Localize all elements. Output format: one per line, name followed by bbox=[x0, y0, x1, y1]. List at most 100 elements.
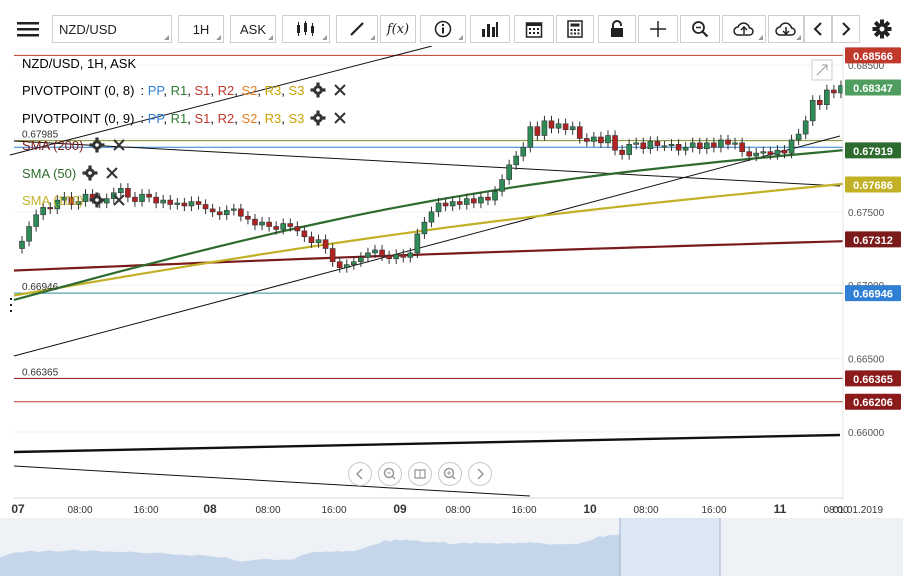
candle-body bbox=[280, 223, 287, 230]
close-icon[interactable] bbox=[111, 192, 127, 208]
fullscreen-button[interactable] bbox=[811, 59, 833, 81]
menu-button[interactable] bbox=[8, 15, 48, 43]
candle-body bbox=[478, 196, 484, 204]
arrow-right-button[interactable] bbox=[468, 462, 492, 486]
arrow-left-button[interactable] bbox=[348, 462, 372, 486]
symbol-select[interactable]: NZD/USD bbox=[52, 15, 172, 43]
gear-icon[interactable] bbox=[89, 137, 105, 153]
calculator-button[interactable] bbox=[556, 15, 594, 43]
lock-button[interactable] bbox=[598, 15, 636, 43]
zoom-out-icon bbox=[383, 467, 396, 480]
time-tick-label: 08:00 bbox=[67, 505, 92, 516]
indicators-button[interactable] bbox=[470, 15, 510, 43]
candle-body bbox=[598, 136, 604, 144]
candle-body bbox=[195, 201, 202, 205]
pivot-level-s3: S3 bbox=[288, 82, 305, 98]
draw-button[interactable] bbox=[336, 15, 378, 43]
legend-sma-200: SMA (200) bbox=[22, 137, 127, 153]
pivot-level-s2: S2 bbox=[241, 82, 258, 98]
gear-icon[interactable] bbox=[310, 82, 326, 98]
arrow-right-icon bbox=[842, 22, 851, 36]
fit-icon bbox=[414, 469, 426, 479]
price-side-select[interactable]: ASK bbox=[230, 15, 276, 43]
candle-body bbox=[675, 144, 682, 151]
candle-body bbox=[506, 164, 512, 180]
candle-body bbox=[351, 261, 357, 265]
candle-body bbox=[372, 249, 378, 254]
crosshair-button[interactable] bbox=[638, 15, 678, 43]
pivot-2-label: PIVOTPOINT (0, 9) bbox=[22, 110, 135, 126]
price-tick-label: 0.66000 bbox=[848, 428, 885, 439]
zoom-in-button[interactable] bbox=[438, 462, 462, 486]
candle-body bbox=[548, 120, 555, 129]
function-button[interactable]: f(x) bbox=[380, 15, 416, 43]
price-tick-label: 0.67500 bbox=[848, 208, 885, 219]
candle-body bbox=[718, 139, 724, 148]
price-tag bbox=[845, 370, 901, 387]
candle-body bbox=[816, 99, 823, 106]
legend-sma-100: SMA (100) bbox=[22, 192, 127, 208]
price-tick-label: 0.68500 bbox=[848, 61, 885, 72]
time-tick-label: 08:00 bbox=[255, 505, 280, 516]
zoom-button[interactable] bbox=[680, 15, 720, 43]
scroll-left-button[interactable] bbox=[804, 15, 832, 43]
left-level-label: 0.67985 bbox=[22, 130, 59, 141]
gear-icon[interactable] bbox=[89, 192, 105, 208]
close-icon[interactable] bbox=[332, 110, 348, 126]
candle-body bbox=[661, 145, 668, 148]
candle-body bbox=[619, 149, 625, 155]
settings-button[interactable] bbox=[866, 15, 898, 43]
fit-button[interactable] bbox=[408, 462, 432, 486]
candle-body bbox=[68, 196, 75, 205]
left-level-label: 0.66365 bbox=[22, 367, 59, 378]
download-button[interactable] bbox=[768, 15, 804, 43]
candle-body bbox=[640, 142, 647, 150]
price-tag-label: 0.67686 bbox=[853, 180, 893, 192]
navigator[interactable] bbox=[0, 518, 903, 576]
candle-body bbox=[336, 261, 343, 268]
drag-handle[interactable] bbox=[10, 298, 12, 312]
pivot-level-r1: R1 bbox=[170, 82, 188, 98]
pivot-level-r2: R2 bbox=[217, 110, 235, 126]
candle-body bbox=[343, 264, 350, 268]
navigator-area bbox=[0, 534, 620, 576]
close-icon[interactable] bbox=[332, 82, 348, 98]
candle-body bbox=[788, 139, 795, 154]
legend-sma-50: SMA (50) bbox=[22, 165, 120, 181]
sma-50-label: SMA (50) bbox=[22, 165, 77, 181]
scroll-right-button[interactable] bbox=[832, 15, 860, 43]
candle-body bbox=[449, 201, 456, 207]
zoom-out-button[interactable] bbox=[378, 462, 402, 486]
gear-icon bbox=[872, 19, 892, 39]
candle-body bbox=[259, 221, 265, 226]
price-tag bbox=[845, 47, 901, 64]
close-icon[interactable] bbox=[111, 137, 127, 153]
timeframe-select[interactable]: 1H bbox=[178, 15, 224, 43]
pivot-levels bbox=[14, 54, 843, 403]
time-tick-label: 08:00 bbox=[823, 505, 848, 516]
calendar-button[interactable] bbox=[514, 15, 554, 43]
info-button[interactable] bbox=[420, 15, 466, 43]
menu-icon bbox=[17, 22, 39, 37]
candle-body bbox=[739, 142, 745, 152]
candle-body bbox=[647, 141, 654, 150]
pivot-level-r1: R1 bbox=[170, 110, 188, 126]
gear-icon[interactable] bbox=[310, 110, 326, 126]
upload-button[interactable] bbox=[722, 15, 766, 43]
candle-body bbox=[520, 146, 527, 157]
candle-body bbox=[266, 221, 272, 227]
chart-type-button[interactable] bbox=[282, 15, 330, 43]
candle-body bbox=[605, 135, 611, 144]
close-icon[interactable] bbox=[104, 165, 120, 181]
gear-icon[interactable] bbox=[82, 165, 98, 181]
candle-body bbox=[428, 211, 435, 223]
candle-body bbox=[802, 120, 809, 135]
candle-body bbox=[456, 201, 463, 205]
price-tag-label: 0.67312 bbox=[853, 235, 893, 247]
candle-body bbox=[760, 151, 767, 154]
candle-body bbox=[47, 207, 54, 210]
time-axis: 07 08:00 16:00 08 08:00 16:00 09 08:00 16:00 10 08… bbox=[11, 502, 883, 516]
candle-body bbox=[513, 155, 520, 166]
price-tag-label: 0.68566 bbox=[853, 51, 893, 63]
